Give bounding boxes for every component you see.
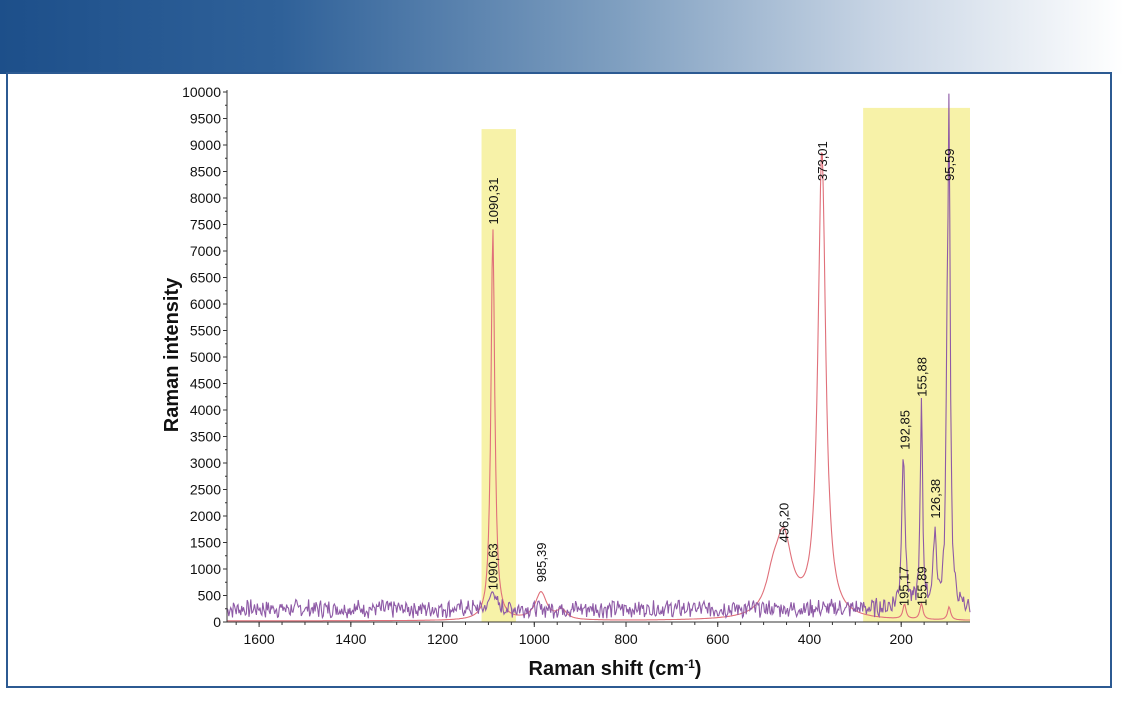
y-axis-title: Raman intensity (161, 277, 183, 432)
peak-label: 155,89 (914, 566, 929, 606)
y-tick-label: 9500 (190, 111, 221, 127)
y-tick-label: 3000 (190, 455, 221, 471)
peak-label: 195,17 (896, 566, 911, 606)
x-tick-label: 1000 (519, 631, 550, 647)
y-tick-label: 5000 (190, 349, 221, 365)
peak-label: 1090,31 (486, 178, 501, 225)
y-tick-label: 2500 (190, 482, 221, 498)
peak-label: 155,88 (914, 357, 929, 397)
y-tick-label: 9000 (190, 137, 221, 153)
x-tick-label: 1600 (244, 631, 275, 647)
y-tick-label: 8000 (190, 190, 221, 206)
highlight-band-1 (481, 129, 516, 622)
x-tick-label: 600 (706, 631, 730, 647)
y-tick-label: 500 (198, 588, 222, 604)
x-tick-label: 800 (614, 631, 638, 647)
x-tick-label: 1400 (335, 631, 366, 647)
y-tick-label: 1500 (190, 535, 221, 551)
peak-label: 126,38 (928, 479, 943, 519)
header-banner (0, 0, 1124, 74)
y-tick-label: 7500 (190, 217, 221, 233)
peak-label: 985,39 (534, 543, 549, 583)
y-tick-label: 7000 (190, 243, 221, 259)
peak-label: 456,20 (777, 503, 792, 543)
y-tick-label: 0 (213, 614, 221, 630)
x-tick-label: 200 (890, 631, 914, 647)
y-tick-label: 5500 (190, 323, 221, 339)
y-tick-label: 8500 (190, 164, 221, 180)
peak-label: 192,85 (898, 410, 913, 450)
y-tick-label: 3500 (190, 429, 221, 445)
x-tick-label: 1200 (427, 631, 458, 647)
peak-label: 95,59 (942, 148, 957, 181)
y-tick-label: 4000 (190, 402, 221, 418)
y-tick-label: 6500 (190, 270, 221, 286)
y-tick-label: 10000 (182, 84, 221, 100)
y-tick-label: 1000 (190, 561, 221, 577)
series-line-spectrum-red (227, 152, 971, 622)
x-axis-title: Raman shift (cm-1) (529, 657, 702, 680)
y-tick-label: 2000 (190, 508, 221, 524)
peak-label: 1090,63 (486, 543, 501, 590)
peak-label: 373,01 (815, 141, 830, 181)
y-tick-label: 6000 (190, 296, 221, 312)
y-tick-label: 4500 (190, 376, 221, 392)
series-line-spectrum-purple (226, 93, 971, 620)
x-tick-label: 400 (798, 631, 822, 647)
